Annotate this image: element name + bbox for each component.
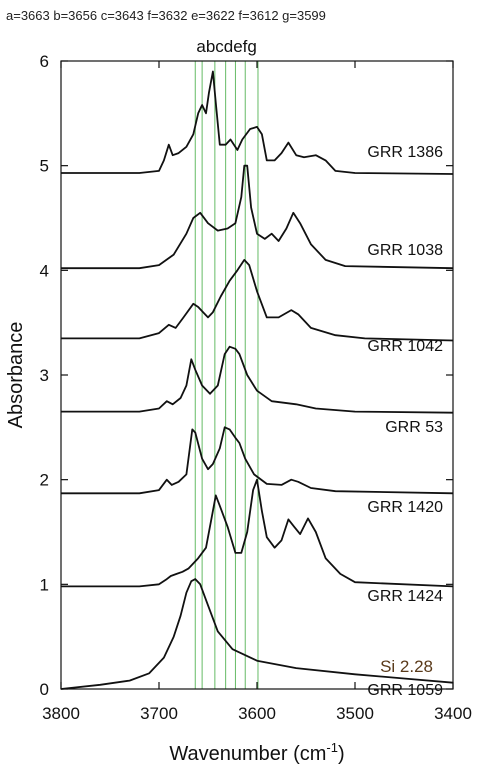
reference-lines-label: abcdefg [196, 37, 257, 56]
series-sublabel: Si 2.28 [380, 657, 433, 676]
y-tick-label: 6 [40, 52, 49, 71]
series-label-grr-1038: GRR 1038 [367, 242, 443, 259]
series-line-grr-1424 [61, 478, 454, 588]
y-axis-label: Absorbance [5, 322, 27, 429]
x-tick-label: 3600 [238, 704, 276, 723]
series-line-grr-1386 [61, 70, 454, 175]
series-line-grr-1042 [61, 259, 454, 342]
series-label-grr-1424: GRR 1424 [367, 588, 443, 605]
y-tick-label: 5 [40, 157, 49, 176]
y-tick-label: 1 [40, 575, 49, 594]
y-tick-label: 4 [40, 261, 49, 280]
series-label-grr-1042: GRR 1042 [367, 338, 443, 355]
x-axis-label: Wavenumber (cm-1) [169, 740, 344, 765]
series-label-grr-1386: GRR 1386 [367, 144, 443, 161]
x-tick-label: 3500 [336, 704, 374, 723]
series-line-grr-53 [61, 345, 454, 414]
x-tick-label: 3700 [140, 704, 178, 723]
x-tick-label: 3800 [42, 704, 80, 723]
series-line-grr-1059 [60, 578, 454, 690]
x-tick-label: 3400 [434, 704, 472, 723]
peak-position-legend: a=3663 b=3656 c=3643 f=3632 e=3622 f=361… [6, 8, 326, 23]
series-line-grr-1038 [61, 164, 454, 270]
y-tick-label: 2 [40, 471, 49, 490]
series-label-grr-53: GRR 53 [385, 419, 443, 436]
series-label-grr-1420: GRR 1420 [367, 499, 443, 516]
series-line-grr-1420 [61, 426, 454, 495]
series-label-grr-1059: GRR 1059 [367, 682, 443, 699]
y-tick-label: 3 [40, 366, 49, 385]
y-tick-label: 0 [40, 680, 49, 699]
